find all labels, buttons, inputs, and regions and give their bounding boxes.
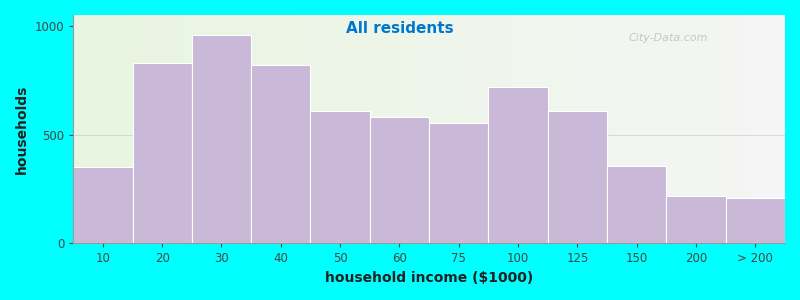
Text: All residents: All residents <box>346 21 454 36</box>
Bar <box>251 65 310 243</box>
Bar <box>133 63 192 243</box>
Bar <box>666 196 726 243</box>
Text: City-Data.com: City-Data.com <box>629 33 708 43</box>
Bar <box>429 123 489 243</box>
Bar <box>726 198 785 243</box>
Bar <box>489 87 548 243</box>
Bar <box>192 34 251 243</box>
Bar <box>74 167 133 243</box>
Bar <box>548 111 607 243</box>
Bar <box>310 111 370 243</box>
Bar <box>370 117 429 243</box>
X-axis label: household income ($1000): household income ($1000) <box>325 271 534 285</box>
Y-axis label: households: households <box>15 85 29 174</box>
Bar <box>607 166 666 243</box>
